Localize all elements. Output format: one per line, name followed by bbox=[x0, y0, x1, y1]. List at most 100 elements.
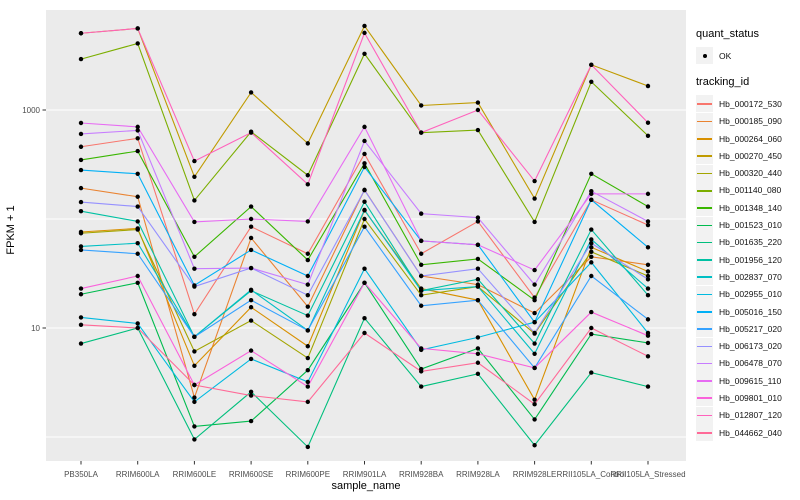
data-point bbox=[248, 356, 254, 362]
data-point bbox=[248, 418, 254, 424]
data-point bbox=[305, 273, 310, 279]
line-swatch-icon bbox=[696, 372, 713, 390]
data-point bbox=[589, 227, 594, 232]
data-point bbox=[645, 269, 651, 274]
legend-item-label: Hb_044662_040 bbox=[719, 427, 782, 438]
legend-item-label: Hb_000320_440 bbox=[719, 168, 782, 179]
data-point bbox=[248, 297, 254, 303]
x-tick-label: RRIM928BA bbox=[399, 470, 444, 479]
data-point bbox=[78, 247, 84, 253]
data-point bbox=[135, 325, 140, 331]
data-point bbox=[305, 219, 310, 224]
data-point bbox=[532, 351, 537, 356]
data-point bbox=[362, 216, 367, 222]
data-point bbox=[78, 157, 84, 163]
line-swatch-icon bbox=[696, 303, 713, 320]
data-point bbox=[305, 182, 310, 187]
legend-item-label: Hb_009615_110 bbox=[719, 375, 782, 386]
data-point bbox=[135, 128, 140, 133]
data-point bbox=[475, 219, 481, 224]
data-point bbox=[475, 346, 481, 351]
legend-item-label: Hb_001348_140 bbox=[719, 202, 782, 213]
data-point bbox=[419, 346, 424, 351]
data-point bbox=[645, 354, 651, 359]
data-point bbox=[589, 249, 594, 255]
data-point bbox=[305, 141, 310, 146]
data-point bbox=[192, 363, 197, 368]
data-point bbox=[475, 351, 481, 356]
data-point bbox=[78, 131, 84, 137]
line-swatch-icon bbox=[696, 389, 713, 407]
x-axis-title: sample_name bbox=[331, 480, 400, 492]
legend-item-quant: OK bbox=[696, 47, 800, 65]
data-point bbox=[532, 330, 537, 336]
legend-item-label: Hb_001140_080 bbox=[719, 185, 782, 196]
line-swatch-icon bbox=[696, 233, 713, 251]
data-point bbox=[135, 204, 140, 209]
data-point bbox=[78, 341, 84, 346]
legend-item-tracking: Hb_044662_040 bbox=[696, 424, 800, 442]
legend-item-label: Hb_005217_020 bbox=[719, 323, 782, 334]
data-point bbox=[589, 237, 594, 242]
data-point bbox=[645, 277, 651, 282]
data-point bbox=[192, 399, 197, 405]
data-point bbox=[475, 107, 481, 113]
line-swatch-icon bbox=[696, 424, 713, 442]
line-swatch-icon bbox=[696, 130, 713, 148]
legend-tracking-id-title: tracking_id bbox=[696, 76, 750, 89]
legend-item-tracking: Hb_001956_120 bbox=[696, 251, 800, 269]
data-point bbox=[475, 256, 481, 262]
plot-panel bbox=[46, 10, 686, 461]
data-point bbox=[78, 185, 84, 191]
data-point bbox=[475, 335, 481, 340]
data-point bbox=[78, 31, 84, 36]
legend-quant-status-items: OK bbox=[696, 47, 800, 65]
data-point bbox=[589, 309, 594, 315]
legend: quant_status OK tracking_id Hb_000172_53… bbox=[696, 28, 800, 442]
data-point bbox=[135, 136, 140, 141]
data-point bbox=[362, 23, 367, 29]
data-point bbox=[532, 341, 537, 346]
data-point bbox=[192, 158, 197, 164]
legend-item-label: Hb_009801_010 bbox=[719, 392, 782, 403]
data-point bbox=[248, 265, 254, 271]
legend-item-label: Hb_000185_090 bbox=[719, 116, 782, 127]
line-swatch-icon bbox=[696, 337, 713, 355]
legend-item-label: Hb_012807_120 bbox=[719, 410, 782, 421]
legend-item-tracking: Hb_001348_140 bbox=[696, 199, 800, 217]
data-point bbox=[192, 254, 197, 259]
data-point bbox=[248, 90, 254, 95]
legend-item-tracking: Hb_000270_450 bbox=[696, 147, 800, 165]
data-point bbox=[589, 191, 594, 197]
x-tick-label: RRIM928LA bbox=[456, 470, 500, 479]
data-point bbox=[645, 317, 651, 322]
line-swatch-icon bbox=[696, 354, 713, 372]
legend-item-tracking: Hb_012807_120 bbox=[696, 406, 800, 424]
data-point bbox=[248, 247, 254, 253]
legend-item-label: Hb_006478_070 bbox=[719, 358, 782, 369]
legend-item-tracking: Hb_001140_080 bbox=[696, 181, 800, 199]
x-tick-label: RRIM600SE bbox=[229, 470, 273, 479]
data-point bbox=[645, 340, 651, 346]
data-point bbox=[645, 384, 651, 389]
legend-item-label: Hb_000172_530 bbox=[719, 98, 782, 109]
data-point bbox=[192, 174, 197, 179]
x-tick-label: RRIM600PE bbox=[286, 470, 330, 479]
data-point bbox=[135, 171, 140, 176]
data-point bbox=[589, 197, 594, 203]
data-point bbox=[78, 167, 84, 173]
line-swatch-icon bbox=[696, 268, 713, 286]
data-point bbox=[362, 124, 367, 130]
data-point bbox=[135, 219, 140, 224]
data-point bbox=[135, 273, 140, 279]
data-point bbox=[362, 280, 367, 285]
data-point bbox=[532, 267, 537, 273]
data-point bbox=[192, 266, 197, 271]
legend-item-label: Hb_000264_060 bbox=[719, 133, 782, 144]
legend-quant-status-title: quant_status bbox=[696, 28, 759, 40]
data-point bbox=[532, 417, 537, 422]
data-point bbox=[645, 222, 651, 228]
data-point bbox=[475, 215, 481, 220]
data-point bbox=[248, 389, 254, 394]
data-point bbox=[192, 382, 197, 388]
